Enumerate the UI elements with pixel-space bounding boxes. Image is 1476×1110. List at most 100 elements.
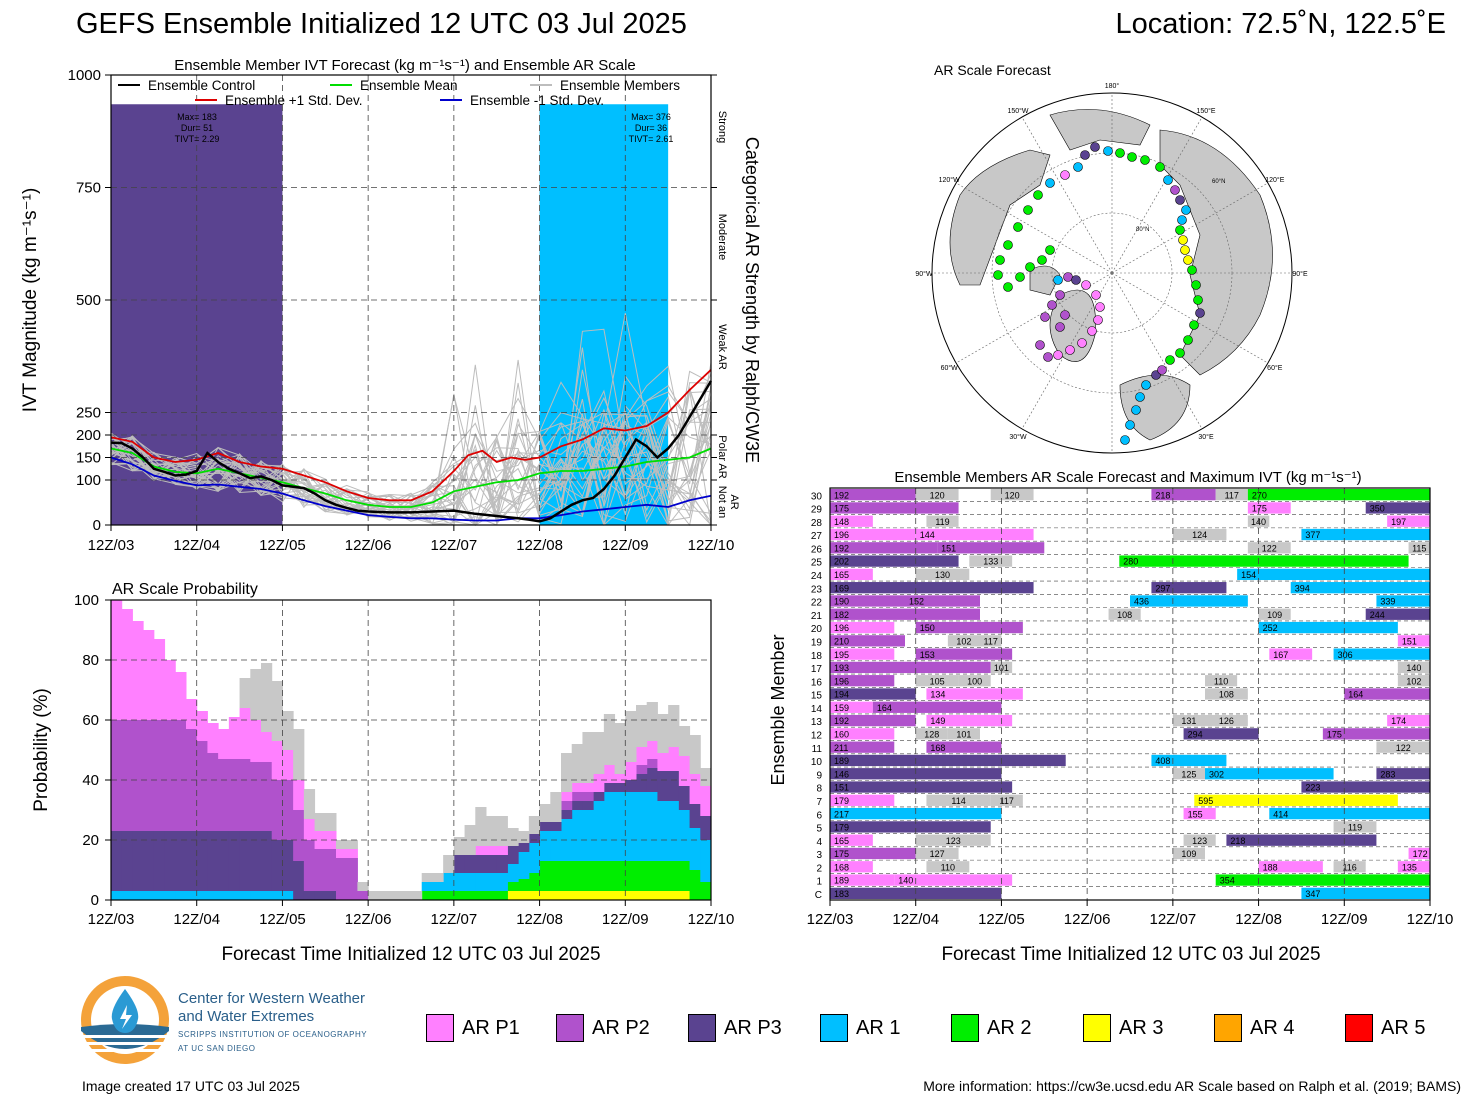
member-ar-bar: [926, 515, 959, 527]
prob-bar-segment: [657, 714, 669, 753]
prob-bar-segment: [689, 774, 701, 804]
member-ar-bar: [830, 568, 873, 581]
member-ar-bar: [830, 834, 873, 846]
member-max-ivt-label: 210: [834, 636, 849, 646]
prob-bar-segment: [186, 831, 198, 891]
member-ar-bar: [1151, 489, 1216, 501]
member-max-ivt-label: 377: [1305, 530, 1320, 540]
prob-bar-segment: [464, 891, 476, 900]
prob-bar-segment: [443, 855, 455, 873]
prob-bar-segment: [453, 855, 466, 873]
prob-bar-segment: [464, 855, 476, 873]
member-ar-bar: [1269, 807, 1430, 820]
prob-y-tick-label: 100: [74, 592, 99, 609]
prob-bar-segment: [153, 891, 166, 900]
member-ar-bar: [1365, 502, 1430, 514]
member-row-label: 28: [811, 518, 823, 529]
map-lon-label: 90°W: [915, 270, 933, 278]
member-max-ivt-label: 175: [1327, 730, 1342, 740]
prob-bar-segment: [678, 786, 691, 810]
prob-bar-segment: [228, 891, 241, 900]
member-ar-bar: [1247, 489, 1430, 501]
member-max-ivt-label: 100: [967, 676, 982, 686]
ivt-x-tick-label: 12Z/08: [516, 537, 563, 554]
prob-bar-segment: [668, 771, 680, 801]
member-max-ivt-label: 122: [1396, 743, 1411, 753]
prob-bar-segment: [143, 720, 155, 831]
member-ar-bar: [915, 621, 1023, 634]
member-ar-bar: [1376, 741, 1430, 753]
member-ar-bar: [947, 635, 980, 647]
prob-bar-segment: [668, 747, 680, 771]
map-ar-point: [1163, 175, 1173, 185]
member-max-ivt-label: 117: [984, 636, 998, 646]
prob-bar-segment: [143, 831, 155, 891]
member-ar-bar: [1226, 834, 1377, 846]
member-max-ivt-label: 252: [1263, 623, 1278, 633]
ar-period2-stat: Dur= 36: [635, 123, 667, 133]
member-ar-bar: [1322, 728, 1430, 740]
cw3e-logo: [81, 976, 169, 1064]
prob-bar-segment: [582, 732, 594, 783]
prob-bar-segment: [625, 861, 637, 891]
member-row-label: 8: [816, 784, 822, 795]
member-ar-bar: [926, 688, 1023, 700]
member-y-axis-label: Ensemble Member: [768, 634, 788, 785]
member-ar-bar: [1333, 861, 1366, 873]
prob-bar-segment: [689, 804, 701, 828]
ar-category-label: Strong: [716, 111, 728, 143]
prob-x-tick-label: 12Z/10: [688, 911, 735, 928]
probability-y-axis-label: Probability (%): [31, 688, 52, 812]
map-ar-point: [1175, 225, 1185, 235]
map-ar-point: [1115, 148, 1125, 158]
member-ar-bar: [915, 648, 1013, 660]
prob-bar-segment: [593, 792, 605, 801]
legend-item-ar-2: AR 2: [951, 1014, 1031, 1042]
prob-bar-segment: [689, 828, 701, 870]
map-lon-label: 120°W: [939, 176, 960, 184]
prob-bar-segment: [314, 891, 326, 900]
legend-item-ar-3: AR 3: [1083, 1014, 1163, 1042]
map-ar-point: [1060, 310, 1070, 320]
ivt-x-tick-label: 12Z/04: [173, 537, 220, 554]
prob-bar-segment: [207, 753, 219, 831]
prob-bar-segment: [496, 816, 508, 846]
member-max-ivt-label: 270: [1252, 490, 1267, 500]
member-max-ivt-label: 197: [1391, 517, 1406, 527]
member-ar-bar: [958, 675, 991, 687]
member-ar-bar: [830, 661, 991, 674]
prob-bar-segment: [561, 891, 573, 900]
prob-bar-segment: [668, 705, 680, 747]
member-max-ivt-label: 159: [834, 703, 849, 713]
member-ar-bar: [915, 728, 948, 740]
prob-bar-segment: [164, 720, 176, 831]
member-chart-title: Ensemble Members AR Scale Forecast and M…: [894, 469, 1361, 486]
legend-item-ar-p3: AR P3: [688, 1014, 782, 1042]
member-max-ivt-label: 114: [951, 796, 965, 806]
prob-bar-segment: [507, 828, 519, 846]
map-ar-point: [995, 255, 1005, 265]
member-max-ivt-label: 152: [909, 597, 924, 607]
member-max-ivt-label: 339: [1380, 597, 1395, 607]
ivt-x-tick-label: 12Z/05: [259, 537, 306, 554]
legend-label: AR 4: [1250, 1016, 1295, 1039]
prob-bar-segment: [121, 720, 133, 831]
map-ar-point: [1191, 280, 1201, 290]
prob-y-tick-label: 0: [91, 892, 99, 909]
member-ar-bar: [830, 821, 991, 833]
member-ar-bar: [1215, 874, 1430, 886]
prob-bar-segment: [475, 891, 487, 900]
prob-bar-segment: [657, 861, 669, 891]
prob-bar-segment: [561, 801, 573, 810]
prob-bar-segment: [486, 816, 498, 846]
prob-bar-segment: [486, 873, 498, 891]
member-ar-bar: [830, 648, 895, 660]
map-ar-point: [1157, 365, 1167, 375]
prob-bar-segment: [700, 840, 712, 882]
member-row-label: 18: [811, 651, 823, 662]
map-ar-point: [1189, 320, 1199, 330]
prob-x-tick-label: 12Z/08: [516, 911, 563, 928]
member-max-ivt-label: 408: [1155, 756, 1170, 766]
member-max-ivt-label: 302: [1209, 769, 1224, 779]
member-ar-bar: [830, 754, 1066, 767]
